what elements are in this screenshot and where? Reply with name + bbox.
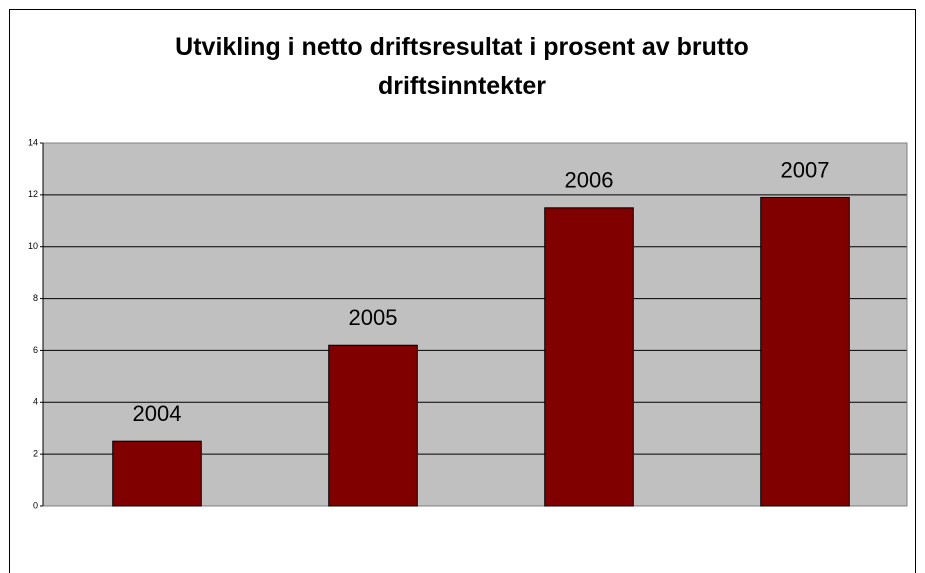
y-tick-label: 14 (28, 137, 38, 147)
chart-title: Utvikling i netto driftsresultat i prose… (175, 33, 749, 100)
category-label: 2006 (565, 168, 614, 193)
y-tick-label: 10 (28, 241, 38, 251)
y-tick-label: 0 (33, 500, 38, 510)
y-tick-label: 8 (33, 293, 38, 303)
category-label: 2007 (781, 157, 830, 182)
bar (328, 344, 418, 507)
y-tick-label: 2 (33, 449, 38, 459)
bar (544, 207, 634, 507)
y-tick-label: 6 (33, 345, 38, 355)
chart-frame (9, 9, 916, 573)
category-label: 2004 (133, 401, 182, 426)
bar (112, 440, 202, 507)
y-tick-label: 4 (33, 397, 38, 407)
y-tick-label: 12 (28, 189, 38, 199)
category-label: 2005 (349, 305, 398, 330)
bar (760, 196, 850, 507)
